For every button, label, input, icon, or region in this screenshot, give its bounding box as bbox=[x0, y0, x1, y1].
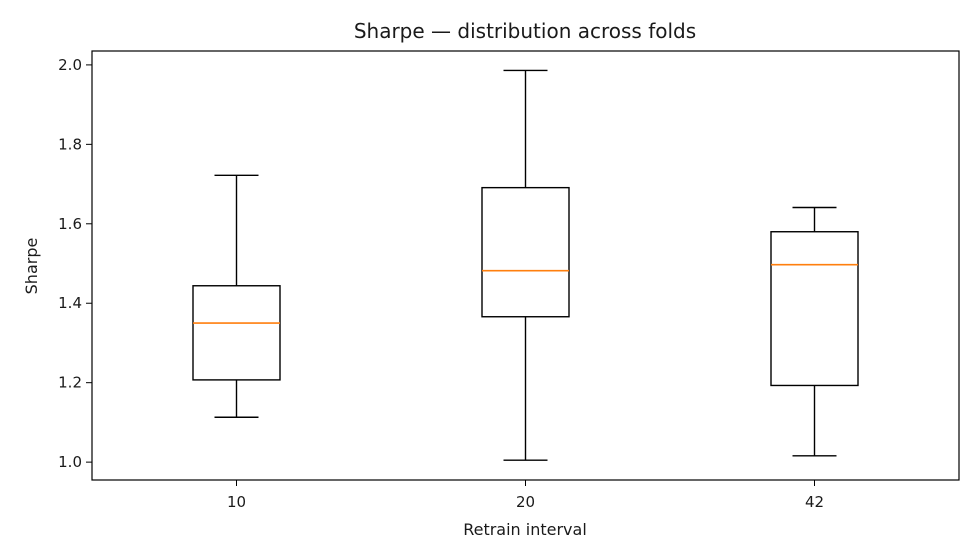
x-tick-label: 42 bbox=[805, 493, 824, 511]
y-tick-label: 1.8 bbox=[58, 135, 82, 153]
y-tick-label: 1.0 bbox=[58, 453, 82, 471]
y-tick-label: 1.4 bbox=[58, 294, 82, 312]
box-iqr bbox=[770, 231, 859, 387]
plot-area: 1.0 1.2 1.4 1.6 1.8 2.0 10 20 42 bbox=[58, 56, 859, 511]
y-tick-label: 1.6 bbox=[58, 215, 82, 233]
box-iqr bbox=[192, 285, 281, 381]
x-tick-label: 20 bbox=[516, 493, 535, 511]
chart-title: Sharpe — distribution across folds bbox=[354, 19, 696, 43]
y-axis-label: Sharpe bbox=[22, 238, 41, 295]
y-tick-label: 2.0 bbox=[58, 56, 82, 74]
x-tick-label: 10 bbox=[227, 493, 246, 511]
y-tick-label: 1.2 bbox=[58, 374, 82, 392]
plot-frame bbox=[91, 50, 960, 481]
box-iqr bbox=[481, 186, 570, 318]
x-axis-label: Retrain interval bbox=[463, 520, 587, 539]
